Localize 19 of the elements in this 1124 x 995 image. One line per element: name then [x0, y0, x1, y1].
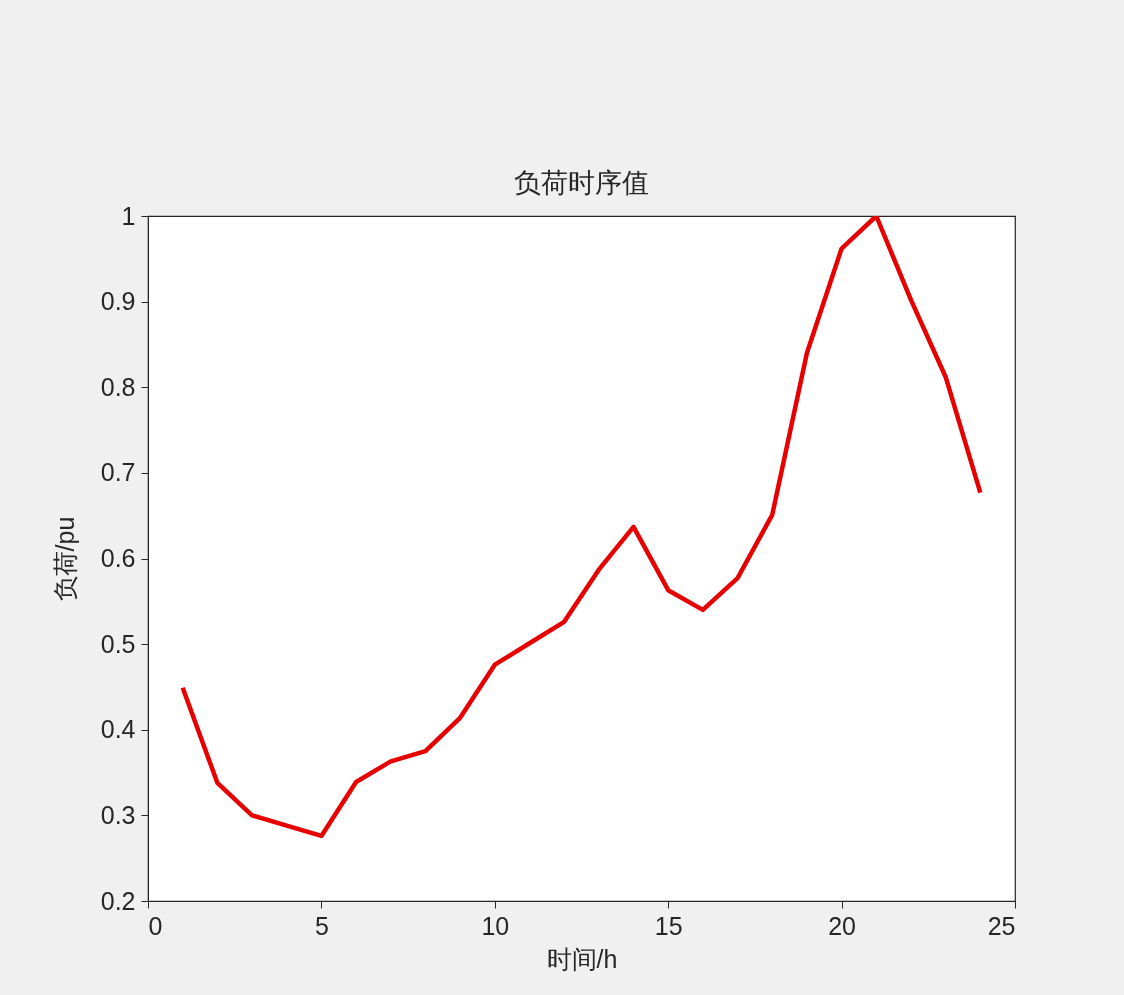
y-tick-label: 0.3 — [100, 800, 136, 829]
y-tick-label: 0.9 — [100, 287, 136, 316]
y-tick-label: 0.2 — [100, 886, 136, 915]
x-axis-title: 时间/h — [546, 944, 618, 973]
x-tick-label: 20 — [828, 911, 857, 940]
y-tick-label: 0.7 — [100, 458, 136, 487]
chart-title: 负荷时序值 — [514, 168, 649, 198]
x-tick-label: 15 — [654, 911, 683, 940]
x-tick-label: 25 — [987, 911, 1016, 940]
line-series — [180, 216, 983, 839]
y-tick-label: 0.8 — [100, 372, 136, 401]
x-tick-label: 5 — [314, 911, 329, 940]
y-tick-label: 0.5 — [100, 629, 136, 658]
y-axis-title: 负荷/pu — [50, 516, 79, 602]
y-tick-label: 1 — [121, 201, 136, 230]
y-tick-label: 0.6 — [100, 544, 136, 572]
x-tick-label: 10 — [481, 911, 510, 940]
y-tick-label: 0.4 — [100, 715, 136, 744]
x-tick-label: 0 — [148, 911, 163, 940]
